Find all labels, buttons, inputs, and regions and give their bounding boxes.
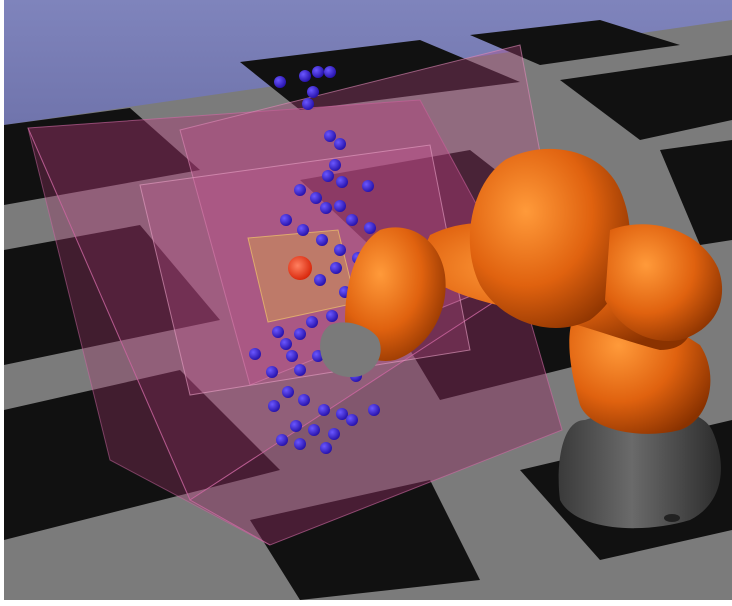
sample-point <box>316 234 328 246</box>
sample-point <box>330 262 342 274</box>
base-bolt-icon <box>664 514 680 522</box>
robot-base[interactable] <box>558 407 721 529</box>
sample-point <box>362 180 374 192</box>
sample-point <box>302 98 314 110</box>
sample-point <box>282 386 294 398</box>
robot-elbow-joint[interactable] <box>469 148 630 328</box>
robot-arm[interactable] <box>320 148 723 529</box>
sample-point <box>336 408 348 420</box>
sample-point <box>266 366 278 378</box>
sample-point <box>294 328 306 340</box>
sample-point <box>306 316 318 328</box>
sample-point <box>368 404 380 416</box>
sample-point <box>280 214 292 226</box>
sample-point <box>320 442 332 454</box>
robot-wrist[interactable] <box>345 227 446 361</box>
sample-point <box>334 200 346 212</box>
target-marker <box>288 256 312 280</box>
sample-point <box>334 244 346 256</box>
sample-point <box>346 214 358 226</box>
sample-point <box>334 138 346 150</box>
sample-point <box>364 222 376 234</box>
sample-point <box>320 202 332 214</box>
sample-point <box>299 70 311 82</box>
sample-point <box>322 170 334 182</box>
sample-point <box>290 420 302 432</box>
sample-point <box>314 274 326 286</box>
sample-point <box>329 159 341 171</box>
sample-point <box>310 192 322 204</box>
sample-point <box>272 326 284 338</box>
sample-point <box>326 310 338 322</box>
sample-point <box>276 434 288 446</box>
sample-point <box>297 224 309 236</box>
end-effector-flange <box>320 322 381 378</box>
sample-point <box>298 394 310 406</box>
sample-point <box>294 184 306 196</box>
sample-point <box>336 176 348 188</box>
sample-point <box>294 438 306 450</box>
sample-point <box>286 350 298 362</box>
sample-point <box>346 414 358 426</box>
sample-point <box>328 428 340 440</box>
sample-point <box>294 364 306 376</box>
sample-point <box>308 424 320 436</box>
sample-point <box>307 86 319 98</box>
sample-point <box>280 338 292 350</box>
sample-point <box>274 76 286 88</box>
sample-point <box>312 66 324 78</box>
sample-point <box>324 66 336 78</box>
sample-point <box>318 404 330 416</box>
robot-shoulder-joint[interactable] <box>605 224 723 341</box>
sample-point <box>268 400 280 412</box>
sample-point <box>249 348 261 360</box>
sample-point <box>324 130 336 142</box>
